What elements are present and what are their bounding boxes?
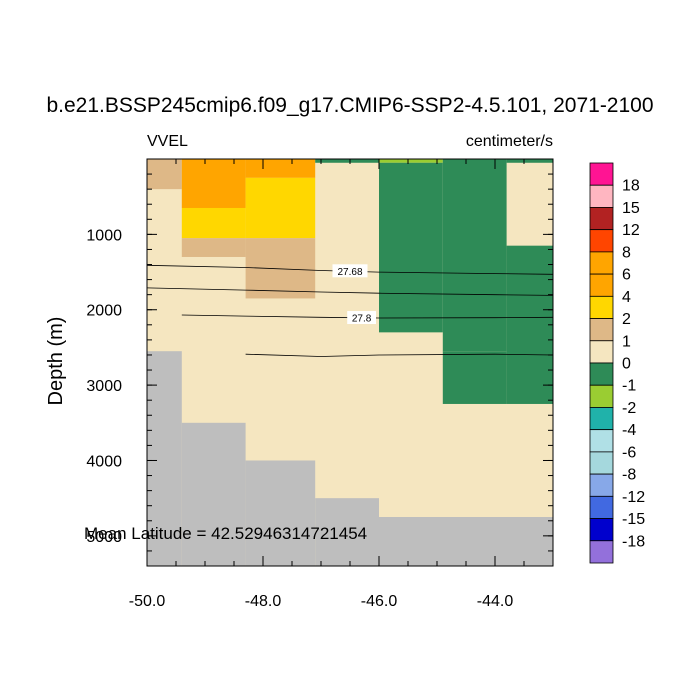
colorbar-label-3: 8 bbox=[622, 244, 631, 261]
colorbar-label-6: 2 bbox=[622, 311, 631, 328]
x-tick-label-0: -50.0 bbox=[129, 593, 166, 610]
colorbar-label-4: 6 bbox=[622, 267, 631, 284]
heatmap-cell-17 bbox=[315, 498, 379, 566]
colorbar-label-13: -8 bbox=[622, 467, 636, 484]
contour-label-0: 27.68 bbox=[337, 267, 362, 278]
colorbar-label-2: 12 bbox=[622, 222, 640, 239]
heatmap-cell-1 bbox=[181, 159, 246, 208]
colorbar-label-10: -2 bbox=[622, 400, 636, 417]
y-tick-label-2: 3000 bbox=[86, 378, 122, 395]
colorbar-label-11: -4 bbox=[622, 422, 636, 439]
x-tick-label-1: -48.0 bbox=[245, 593, 282, 610]
contour-line-3 bbox=[245, 353, 554, 357]
heatmap-cell-8 bbox=[379, 159, 443, 163]
colorbar-box-1 bbox=[589, 184, 614, 208]
heatmap-cell-13 bbox=[442, 351, 507, 404]
colorbar-label-7: 1 bbox=[622, 333, 631, 350]
heatmap-cell-16 bbox=[245, 460, 316, 566]
colorbar-label-16: -18 bbox=[622, 533, 645, 550]
y-tick-label-4: 5000 bbox=[86, 529, 122, 546]
heatmap-cell-11 bbox=[506, 159, 553, 163]
mean-latitude-annotation: Mean Latitude = 42.52946314721454 bbox=[84, 524, 367, 543]
colorbar-label-9: -1 bbox=[622, 378, 636, 395]
colorbar-box-9 bbox=[589, 362, 614, 386]
heatmap-cell-4 bbox=[181, 207, 246, 239]
colorbar-box-3 bbox=[589, 229, 614, 253]
colorbar-box-14 bbox=[589, 473, 614, 497]
heatmap-cell-10 bbox=[442, 159, 507, 352]
heatmap-cell-9 bbox=[379, 162, 443, 333]
x-tick-label-3: -44.0 bbox=[477, 593, 514, 610]
y-tick-label-1: 2000 bbox=[86, 303, 122, 320]
colorbar-box-0 bbox=[589, 162, 614, 186]
units-label: centimeter/s bbox=[466, 133, 553, 150]
colorbar-box-6 bbox=[589, 295, 614, 319]
colorbar-box-2 bbox=[589, 207, 614, 231]
x-tick-label-2: -46.0 bbox=[361, 593, 398, 610]
colorbar: 18 15 12 8 6 4 2 1 0 -1 -2 -4 -6 -8 -12 -15 -18 bbox=[589, 162, 645, 564]
chart-title: b.e21.BSSP245cmip6.f09_g17.CMIP6-SSP2-4.… bbox=[46, 94, 653, 117]
colorbar-label-14: -12 bbox=[622, 489, 645, 506]
contour-line-1 bbox=[146, 287, 554, 296]
heatmap-cell-3 bbox=[245, 177, 316, 239]
colorbar-label-12: -6 bbox=[622, 444, 636, 461]
colorbar-box-16 bbox=[589, 518, 614, 542]
heatmap-cell-0 bbox=[147, 159, 182, 190]
heatmap-cell-14 bbox=[147, 351, 182, 566]
heatmap-cell-15 bbox=[181, 422, 246, 566]
contour-label-2: 27.8 bbox=[352, 314, 372, 325]
colorbar-label-8: 0 bbox=[622, 356, 631, 373]
heatmap-cell-5 bbox=[181, 238, 246, 257]
colorbar-label-1: 15 bbox=[622, 200, 640, 217]
colorbar-box-5 bbox=[589, 273, 614, 297]
plot-area bbox=[147, 159, 553, 566]
colorbar-box-13 bbox=[589, 451, 614, 475]
contour-label-bg-2 bbox=[347, 311, 376, 325]
heatmap-cell-2 bbox=[245, 159, 316, 178]
colorbar-box-15 bbox=[589, 495, 614, 519]
colorbar-box-8 bbox=[589, 340, 614, 364]
colorbar-label-15: -15 bbox=[622, 511, 645, 528]
colorbar-box-12 bbox=[589, 429, 614, 453]
y-tick-label-0: 1000 bbox=[86, 227, 122, 244]
y-axis-label: Depth (m) bbox=[45, 317, 67, 406]
contour-layer: 27.68 27.8 bbox=[146, 264, 554, 357]
colorbar-box-10 bbox=[589, 384, 614, 408]
heatmap-cell-12 bbox=[506, 245, 553, 404]
heatmap-cell-18 bbox=[379, 517, 553, 566]
colorbar-box-7 bbox=[589, 318, 614, 342]
heatmap-cell-7 bbox=[315, 159, 379, 163]
colorbar-label-5: 4 bbox=[622, 289, 631, 306]
colorbar-box-11 bbox=[589, 407, 614, 431]
y-tick-label-3: 4000 bbox=[86, 453, 122, 470]
axes: -50.0 -48.0 -46.0 -44.0 1000 2000 3000 4000 5000 bbox=[86, 158, 554, 610]
colorbar-box-17 bbox=[589, 540, 614, 564]
variable-label: VVEL bbox=[147, 133, 188, 150]
colorbar-label-0: 18 bbox=[622, 178, 640, 195]
contour-label-bg-0 bbox=[332, 264, 368, 278]
colorbar-box-4 bbox=[589, 251, 614, 275]
